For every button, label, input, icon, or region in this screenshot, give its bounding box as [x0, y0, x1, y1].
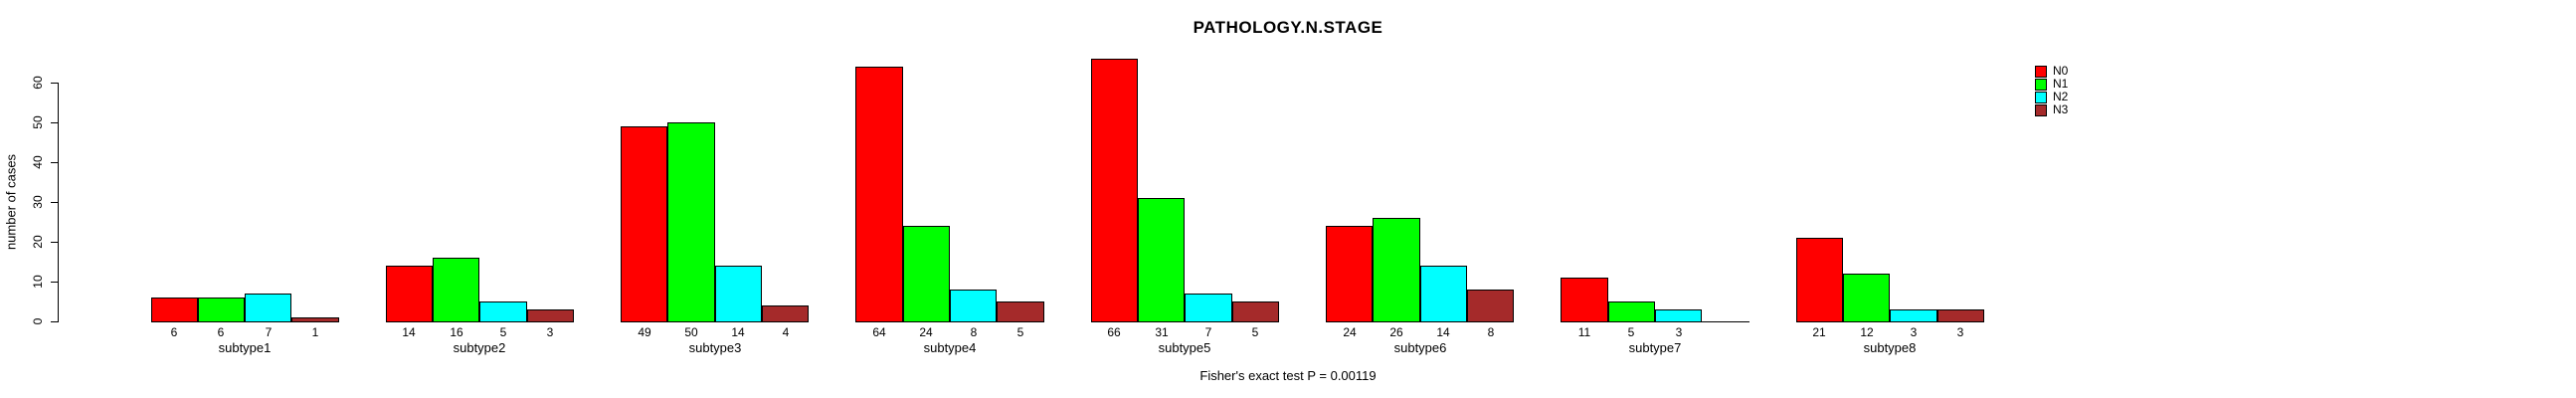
bar-value-subtype2-N3: 3	[546, 325, 554, 339]
bar-subtype8-N0	[1796, 238, 1843, 322]
x-category-label-subtype2: subtype2	[453, 340, 506, 355]
bar-value-subtype6-N0: 24	[1343, 325, 1357, 339]
bar-value-subtype2-N1: 16	[450, 325, 463, 339]
bar-subtype8-N2	[1890, 309, 1937, 322]
bar-value-subtype8-N2: 3	[1910, 325, 1918, 339]
bar-subtype7-N3	[1702, 321, 1749, 322]
bar-value-subtype2-N2: 5	[499, 325, 507, 339]
bar-value-subtype4-N3: 5	[1016, 325, 1024, 339]
bar-subtype7-N0	[1561, 278, 1608, 322]
chart-title: PATHOLOGY.N.STAGE	[1193, 18, 1383, 37]
bar-value-subtype3-N1: 50	[684, 325, 698, 339]
bar-subtype5-N2	[1185, 294, 1232, 322]
bar-subtype5-N1	[1138, 198, 1185, 322]
bar-value-subtype5-N2: 7	[1204, 325, 1212, 339]
x-category-label-subtype3: subtype3	[688, 340, 742, 355]
bar-subtype8-N3	[1937, 309, 1984, 322]
legend-label-N2: N2	[2053, 90, 2069, 103]
bar-subtype2-N0	[386, 266, 433, 322]
bar-value-subtype4-N2: 8	[970, 325, 978, 339]
bar-value-subtype1-N0: 6	[170, 325, 178, 339]
bar-value-subtype6-N1: 26	[1389, 325, 1403, 339]
bar-subtype4-N0	[855, 67, 903, 322]
bar-value-subtype5-N3: 5	[1251, 325, 1259, 339]
y-tick	[51, 122, 58, 123]
bar-value-subtype6-N2: 14	[1436, 325, 1450, 339]
bar-subtype3-N0	[621, 126, 667, 322]
bar-subtype6-N3	[1467, 290, 1514, 322]
legend-swatch-N1	[2035, 79, 2047, 91]
bar-value-subtype1-N1: 6	[217, 325, 225, 339]
bar-value-subtype1-N2: 7	[265, 325, 273, 339]
bar-value-subtype7-N1: 5	[1627, 325, 1635, 339]
bar-subtype6-N1	[1373, 218, 1420, 322]
x-category-label-subtype1: subtype1	[218, 340, 272, 355]
bar-subtype1-N1	[198, 298, 245, 322]
bar-value-subtype6-N3: 8	[1487, 325, 1495, 339]
legend-label-N3: N3	[2053, 102, 2069, 116]
annotation-text: Fisher's exact test P = 0.00119	[1199, 368, 1377, 383]
y-tick	[51, 83, 58, 84]
bar-subtype1-N2	[245, 294, 291, 322]
bar-subtype4-N3	[997, 301, 1044, 322]
bar-value-subtype1-N3: 1	[311, 325, 319, 339]
y-tick	[51, 242, 58, 243]
x-category-label-subtype6: subtype6	[1393, 340, 1447, 355]
bar-value-subtype3-N3: 4	[782, 325, 790, 339]
x-category-label-subtype7: subtype7	[1628, 340, 1682, 355]
bar-value-subtype2-N0: 14	[402, 325, 416, 339]
x-category-label-subtype5: subtype5	[1158, 340, 1211, 355]
bar-subtype1-N0	[151, 298, 198, 322]
y-tick	[51, 321, 58, 322]
legend-swatch-N3	[2035, 104, 2047, 116]
bar-subtype4-N1	[903, 226, 950, 322]
bar-subtype6-N0	[1326, 226, 1373, 322]
legend-label-N1: N1	[2053, 77, 2069, 91]
y-tick	[51, 162, 58, 163]
bar-value-subtype3-N2: 14	[731, 325, 745, 339]
legend-label-N0: N0	[2053, 64, 2069, 78]
bar-subtype1-N3	[291, 317, 339, 322]
bar-subtype2-N3	[527, 309, 574, 322]
bar-value-subtype5-N1: 31	[1155, 325, 1169, 339]
bar-value-subtype8-N1: 12	[1860, 325, 1874, 339]
legend-swatch-N0	[2035, 66, 2047, 78]
y-tick	[51, 202, 58, 203]
bar-value-subtype8-N3: 3	[1956, 325, 1964, 339]
legend-swatch-N2	[2035, 92, 2047, 103]
bar-value-subtype7-N2: 3	[1675, 325, 1683, 339]
bar-value-subtype5-N0: 66	[1107, 325, 1121, 339]
bar-subtype2-N2	[479, 301, 527, 322]
y-tick	[51, 282, 58, 283]
bar-subtype3-N2	[715, 266, 762, 322]
bar-subtype7-N1	[1608, 301, 1655, 322]
bar-value-subtype7-N0: 11	[1577, 325, 1591, 339]
bar-subtype8-N1	[1843, 274, 1890, 322]
bar-subtype2-N1	[433, 258, 479, 322]
bar-value-subtype8-N0: 21	[1812, 325, 1826, 339]
bar-subtype5-N3	[1232, 301, 1279, 322]
bar-subtype3-N3	[762, 305, 809, 322]
bar-subtype6-N2	[1420, 266, 1467, 322]
bar-value-subtype4-N0: 64	[872, 325, 886, 339]
y-axis-line	[58, 83, 59, 322]
x-category-label-subtype4: subtype4	[923, 340, 977, 355]
bar-subtype5-N0	[1091, 59, 1138, 322]
bar-subtype3-N1	[667, 122, 715, 322]
bar-subtype4-N2	[950, 290, 997, 322]
bar-value-subtype3-N0: 49	[638, 325, 651, 339]
bar-value-subtype4-N1: 24	[919, 325, 933, 339]
bar-subtype7-N2	[1655, 309, 1702, 322]
x-category-label-subtype8: subtype8	[1863, 340, 1917, 355]
